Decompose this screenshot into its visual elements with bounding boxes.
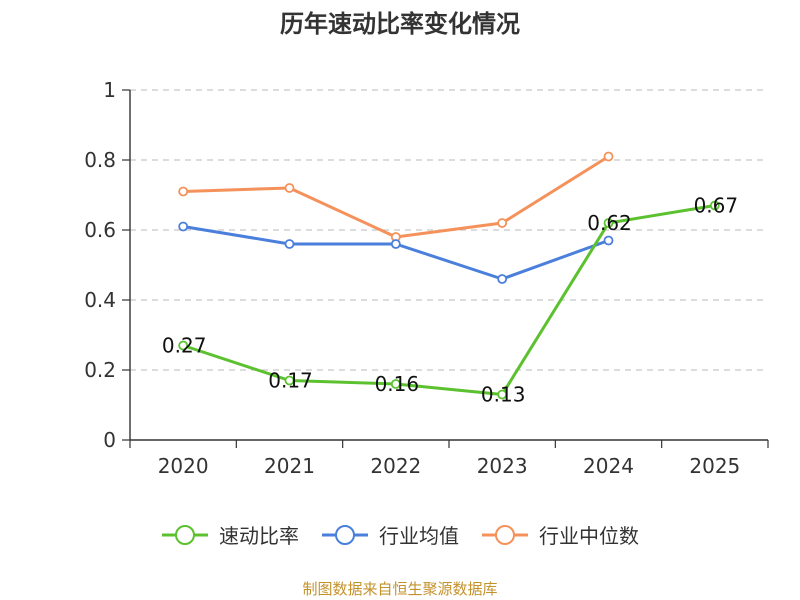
data-point [178,221,189,232]
data-point [497,274,508,284]
y-tick-label: 0.6 [84,218,116,242]
series-2 [178,151,614,242]
x-tick-label: 2025 [689,454,740,478]
legend-item-1[interactable]: 行业均值 [321,520,459,549]
data-point [178,186,189,197]
data-point [390,239,401,249]
legend-marker-icon [322,524,368,545]
data-labels: 0.27 0.17 0.16 0.13 0.62 0.67 [162,194,738,407]
series-line [182,204,716,396]
legend-item-2[interactable]: 行业中位数 [481,520,639,549]
data-point [603,151,614,162]
legend-label: 行业均值 [379,524,459,548]
data-label: 0.27 [162,334,207,358]
legend-label: 速动比率 [219,524,299,548]
data-point [603,235,614,246]
x-tick-label: 2020 [158,454,209,478]
legend-marker-icon [482,524,528,545]
x-tick-label: 2021 [264,454,315,478]
x-tick-label: 2022 [370,454,421,478]
y-tick-label: 0.2 [84,358,116,382]
data-label: 0.62 [587,211,632,235]
y-tick-label: 0.4 [84,288,116,312]
data-label: 0.17 [268,369,313,393]
x-tick-label: 2023 [477,454,528,478]
legend-marker-icon [162,524,208,545]
legend: 速动比率 行业均值 行业中位数 [0,520,800,549]
series-0 [178,200,720,400]
data-point [497,389,508,400]
legend-item-0[interactable]: 速动比率 [161,520,299,549]
data-point [284,375,295,386]
axes: 0 0.2 0.4 0.6 0.8 1 2020 2021 2022 2023 2024 2025 [84,78,769,478]
data-point [390,379,401,389]
data-point [284,239,295,249]
series-lines [178,151,720,400]
data-point [603,218,614,228]
data-point [497,218,508,228]
data-point [284,183,295,193]
y-tick-label: 0.8 [84,148,116,172]
x-tick-label: 2024 [583,454,634,478]
y-tick-label: 0 [103,428,116,452]
data-label: 0.13 [481,383,526,407]
footer-source: 制图数据来自恒生聚源数据库 [302,580,498,598]
data-point [178,340,189,351]
chart-title: 历年速动比率变化情况 [280,10,520,38]
series-line [183,155,610,239]
data-point [709,200,720,211]
series-1 [178,221,614,284]
legend-label: 行业中位数 [539,524,639,548]
y-tick-label: 1 [103,78,116,102]
data-label: 0.16 [375,372,420,396]
data-label: 0.67 [694,194,739,218]
